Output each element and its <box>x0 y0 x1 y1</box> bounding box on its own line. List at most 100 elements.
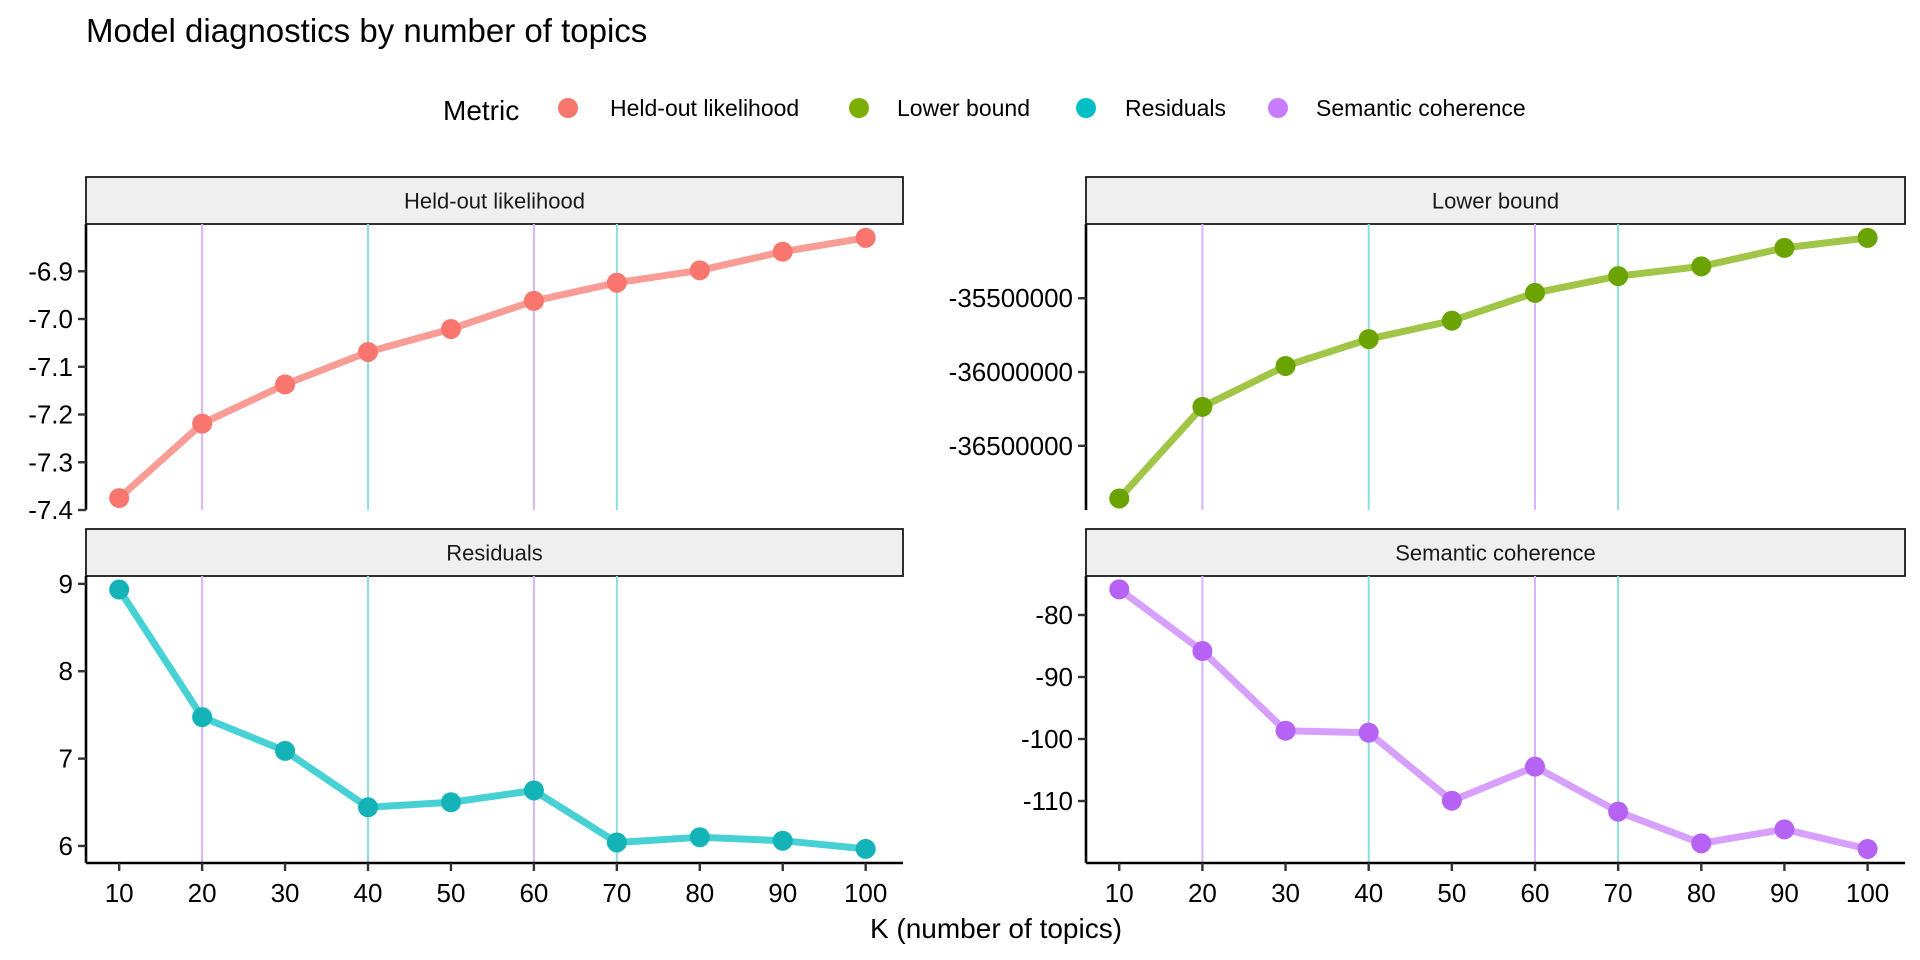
x-tick-label: 60 <box>1521 878 1550 908</box>
x-tick-label: 20 <box>188 878 217 908</box>
y-tick-label: -80 <box>1035 600 1073 630</box>
x-tick-label: 50 <box>436 878 465 908</box>
legend-key-semantic-coherence <box>1268 98 1288 118</box>
data-point <box>1358 329 1379 350</box>
data-point <box>1774 819 1795 840</box>
y-tick-label: 7 <box>59 744 73 774</box>
data-point <box>689 260 710 281</box>
y-tick-label: -7.4 <box>28 495 73 525</box>
data-point <box>440 792 461 813</box>
x-tick-label: 80 <box>685 878 714 908</box>
x-tick-label: 100 <box>844 878 887 908</box>
data-point <box>358 797 379 818</box>
data-point <box>772 241 793 262</box>
y-tick-label: -100 <box>1021 724 1073 754</box>
x-tick-label: 70 <box>1604 878 1633 908</box>
data-point <box>275 374 296 395</box>
data-point <box>192 707 213 728</box>
facet-strip <box>85 528 904 577</box>
facet-strip <box>1085 176 1906 225</box>
data-point <box>109 488 130 509</box>
data-point <box>1275 355 1296 376</box>
facet-strip <box>85 176 904 225</box>
x-tick-label: 100 <box>1846 878 1889 908</box>
x-tick-label: 30 <box>1271 878 1300 908</box>
y-tick-label: -7.3 <box>28 447 73 477</box>
legend: Metric Held-out likelihood Lower bound Res… <box>443 95 1526 126</box>
y-tick-label: -7.2 <box>28 400 73 430</box>
facet-strip-label: Held-out likelihood <box>404 189 585 214</box>
data-point <box>606 832 627 853</box>
x-tick-label: 80 <box>1687 878 1716 908</box>
x-tick-label: 70 <box>602 878 631 908</box>
facet-strip <box>1085 528 1906 577</box>
legend-key-lower-bound <box>849 98 869 118</box>
y-tick-label: -36000000 <box>949 357 1073 387</box>
y-tick-label: -6.9 <box>28 256 73 286</box>
data-point <box>1524 756 1545 777</box>
y-tick-label: -36500000 <box>949 431 1073 461</box>
x-axis-title: K (number of topics) <box>870 913 1122 944</box>
data-point <box>109 579 130 600</box>
x-tick-label: 40 <box>354 878 383 908</box>
x-tick-label: 10 <box>105 878 134 908</box>
facet-strip-label: Residuals <box>446 541 543 566</box>
y-tick-label: -7.0 <box>28 304 73 334</box>
legend-key-residuals <box>1076 98 1096 118</box>
data-point <box>606 272 627 293</box>
panel-semantic-coherence: Semantic coherence 10 20 30 40 50 60 70 80 90 100 -… <box>1021 528 1906 908</box>
series-line-lower-bound <box>1115 234 1872 502</box>
series-line-semantic-coherence <box>1115 585 1872 853</box>
y-tick-label: 8 <box>59 656 73 686</box>
data-point <box>689 827 710 848</box>
y-tick-label: 6 <box>59 831 73 861</box>
data-point <box>523 780 544 801</box>
legend-title: Metric <box>443 95 519 126</box>
panel-held-out-likelihood: Held-out likelihood -6.9 -7.0 -7.1 -7.2 -7.3 -… <box>28 176 904 525</box>
y-tick-label: -90 <box>1035 662 1073 692</box>
data-point <box>275 740 296 761</box>
panel-lower-bound: Lower bound -35500000 -36000000 -36500000 <box>949 176 1906 510</box>
legend-label-semantic-coherence: Semantic coherence <box>1316 95 1526 121</box>
x-tick-label: 90 <box>768 878 797 908</box>
data-point <box>1608 266 1629 287</box>
x-tick-label: 40 <box>1354 878 1383 908</box>
y-tick-label: 9 <box>59 569 73 599</box>
data-point <box>1109 488 1130 509</box>
data-point <box>1441 790 1462 811</box>
data-point <box>1441 310 1462 331</box>
y-tick-label: -110 <box>1023 786 1073 816</box>
data-point <box>1857 838 1878 859</box>
data-point <box>855 227 876 248</box>
data-point <box>855 838 876 859</box>
series-line-held-out-likelihood <box>115 234 870 502</box>
data-point <box>1608 801 1629 822</box>
legend-key-held-out-likelihood <box>558 98 578 118</box>
data-point <box>1691 833 1712 854</box>
y-tick-label: -7.1 <box>28 352 73 382</box>
data-point <box>1192 641 1213 662</box>
series-line-residuals <box>115 586 870 853</box>
x-tick-label: 50 <box>1437 878 1466 908</box>
data-point <box>1691 256 1712 277</box>
data-point <box>1857 227 1878 248</box>
chart-title: Model diagnostics by number of topics <box>86 12 647 49</box>
legend-label-lower-bound: Lower bound <box>897 95 1030 121</box>
data-point <box>1774 237 1795 258</box>
data-point <box>192 413 213 434</box>
data-point <box>440 319 461 340</box>
legend-label-held-out-likelihood: Held-out likelihood <box>610 95 799 121</box>
x-tick-label: 30 <box>271 878 300 908</box>
data-point <box>358 341 379 362</box>
data-point <box>1524 282 1545 303</box>
data-point <box>772 830 793 851</box>
data-point <box>1358 722 1379 743</box>
x-tick-label: 20 <box>1188 878 1217 908</box>
x-tick-label: 60 <box>519 878 548 908</box>
y-tick-label: -35500000 <box>949 283 1073 313</box>
data-point <box>1192 396 1213 417</box>
data-point <box>1275 720 1296 741</box>
data-point <box>523 290 544 311</box>
panel-residuals: Residuals 10 20 30 40 50 60 70 80 90 100 9 8 7 6 <box>59 528 904 908</box>
